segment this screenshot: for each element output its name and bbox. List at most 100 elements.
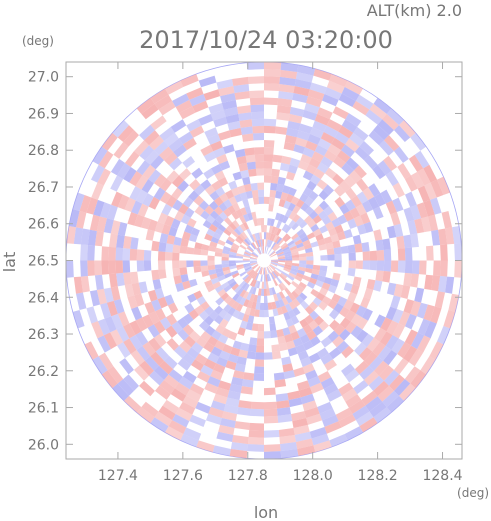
positive-cell bbox=[247, 437, 264, 445]
positive-cell bbox=[87, 260, 95, 276]
negative-cell bbox=[234, 193, 243, 203]
positive-cell bbox=[295, 199, 305, 209]
negative-cell bbox=[375, 239, 384, 251]
positive-cell bbox=[272, 154, 283, 163]
negative-cell bbox=[247, 245, 254, 252]
positive-cell bbox=[210, 140, 223, 152]
negative-cell bbox=[310, 273, 319, 280]
negative-cell bbox=[131, 306, 143, 321]
positive-cell bbox=[364, 351, 378, 366]
negative-cell bbox=[173, 345, 187, 359]
positive-cell bbox=[254, 265, 260, 273]
positive-cell bbox=[211, 180, 222, 191]
positive-cell bbox=[390, 260, 399, 273]
positive-cell bbox=[216, 153, 228, 165]
positive-cell bbox=[276, 307, 284, 316]
positive-cell bbox=[403, 345, 418, 363]
positive-cell bbox=[218, 85, 235, 97]
positive-cell bbox=[292, 257, 300, 261]
positive-cell bbox=[344, 80, 363, 95]
positive-cell bbox=[117, 194, 130, 210]
negative-cell bbox=[373, 280, 383, 292]
negative-cell bbox=[352, 405, 370, 421]
negative-cell bbox=[392, 308, 404, 324]
positive-cell bbox=[133, 140, 149, 156]
negative-cell bbox=[404, 260, 413, 274]
positive-cell bbox=[319, 287, 329, 296]
positive-cell bbox=[96, 288, 107, 305]
positive-cell bbox=[193, 248, 202, 255]
negative-cell bbox=[256, 239, 261, 248]
negative-cell bbox=[361, 333, 375, 348]
positive-cell bbox=[89, 214, 101, 231]
positive-cell bbox=[159, 191, 172, 204]
positive-cell bbox=[164, 215, 175, 227]
positive-cell bbox=[80, 275, 90, 293]
negative-cell bbox=[337, 296, 348, 307]
negative-cell bbox=[257, 189, 264, 197]
negative-cell bbox=[277, 414, 293, 423]
positive-cell bbox=[238, 162, 249, 172]
negative-cell bbox=[106, 204, 118, 221]
negative-cell bbox=[298, 232, 307, 240]
positive-cell bbox=[343, 210, 354, 222]
negative-cell bbox=[322, 93, 339, 107]
positive-cell bbox=[252, 196, 260, 205]
negative-cell bbox=[252, 251, 259, 257]
negative-cell bbox=[206, 228, 216, 237]
y-tick-label: 26.2 bbox=[28, 364, 59, 380]
negative-cell bbox=[265, 246, 269, 254]
negative-cell bbox=[299, 292, 308, 301]
negative-cell bbox=[244, 266, 252, 272]
positive-cell bbox=[231, 242, 240, 249]
negative-cell bbox=[221, 263, 230, 268]
positive-cell bbox=[101, 132, 118, 151]
positive-cell bbox=[271, 344, 280, 353]
positive-cell bbox=[344, 175, 357, 188]
negative-cell bbox=[224, 272, 232, 279]
positive-cell bbox=[434, 291, 446, 309]
positive-cell bbox=[157, 296, 168, 309]
positive-cell bbox=[129, 171, 143, 187]
negative-cell bbox=[276, 220, 282, 229]
negative-cell bbox=[277, 253, 285, 257]
negative-cell bbox=[284, 209, 293, 218]
negative-cell bbox=[295, 71, 314, 83]
positive-cell bbox=[326, 80, 345, 94]
negative-cell bbox=[288, 187, 297, 197]
positive-cell bbox=[127, 295, 138, 309]
negative-cell bbox=[377, 345, 392, 361]
positive-cell bbox=[380, 317, 393, 332]
negative-cell bbox=[304, 103, 320, 114]
negative-cell bbox=[215, 285, 224, 294]
negative-cell bbox=[308, 190, 319, 201]
positive-cell bbox=[136, 249, 145, 261]
positive-cell bbox=[243, 372, 255, 381]
positive-cell bbox=[154, 411, 173, 427]
negative-cell bbox=[276, 407, 292, 416]
negative-cell bbox=[150, 155, 164, 170]
positive-cell bbox=[306, 413, 323, 425]
positive-cell bbox=[396, 235, 405, 249]
altitude-label: ALT(km) 2.0 bbox=[367, 1, 462, 20]
negative-cell bbox=[214, 264, 223, 270]
positive-cell bbox=[249, 293, 255, 302]
positive-cell bbox=[253, 218, 258, 227]
positive-cell bbox=[399, 383, 416, 401]
negative-cell bbox=[294, 431, 312, 443]
negative-cell bbox=[229, 265, 237, 270]
positive-cell bbox=[232, 76, 249, 86]
positive-cell bbox=[264, 76, 281, 84]
negative-cell bbox=[274, 212, 281, 221]
positive-cell bbox=[212, 281, 222, 289]
positive-cell bbox=[218, 380, 232, 391]
positive-cell bbox=[139, 360, 154, 376]
positive-cell bbox=[180, 73, 199, 88]
positive-cell bbox=[345, 187, 357, 200]
positive-cell bbox=[361, 390, 378, 406]
positive-cell bbox=[278, 83, 295, 93]
positive-cell bbox=[277, 238, 285, 246]
y-axis-ticks: 26.0 26.1 26.2 26.3 26.4 26.5 26.6 26.7 26.8 26.9… bbox=[28, 70, 462, 453]
negative-cell bbox=[223, 284, 232, 293]
positive-cell bbox=[214, 251, 223, 257]
